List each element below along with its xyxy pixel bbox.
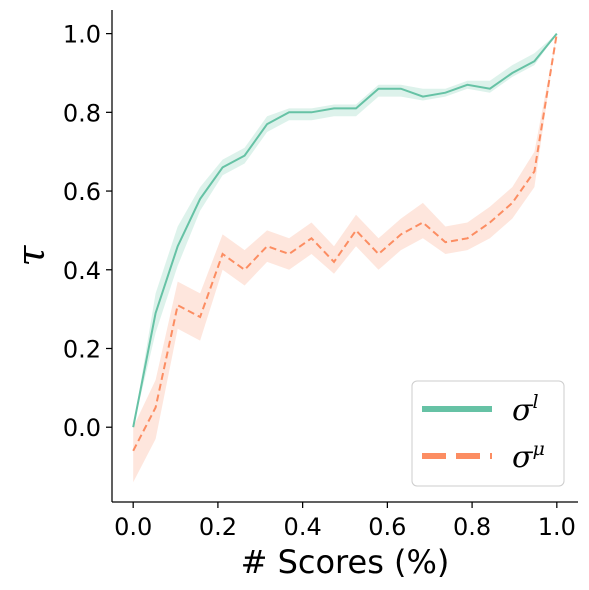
series-1-band (133, 33, 557, 483)
legend-box (411, 380, 565, 487)
y-tick-label: 0.4 (63, 257, 101, 285)
y-axis-title: τ (9, 245, 53, 267)
x-tick-label: 0.8 (453, 513, 491, 541)
x-tick-label: 0.4 (284, 513, 322, 541)
x-tick-label: 0.0 (114, 513, 152, 541)
y-tick-label: 0.6 (63, 178, 101, 206)
y-tick-label: 0.2 (63, 335, 101, 363)
x-axis-title: # Scores (%) (241, 543, 450, 581)
axes (111, 10, 578, 503)
series-lines (132, 32, 558, 452)
y-tick-label: 0.0 (63, 414, 101, 442)
y-tick-label: 0.8 (63, 99, 101, 127)
series-0-line (132, 32, 558, 428)
x-tick-label: 0.6 (368, 513, 406, 541)
series-1-line (132, 33, 558, 452)
x-ticks: 0.0 0.2 0.4 0.6 0.8 1.0 (114, 502, 576, 541)
y-tick-label: 1.0 (63, 21, 101, 49)
x-tick-label: 1.0 (538, 513, 576, 541)
x-tick-label: 0.2 (199, 513, 237, 541)
y-ticks: 0.0 0.2 0.4 0.6 0.8 1.0 (63, 21, 112, 442)
